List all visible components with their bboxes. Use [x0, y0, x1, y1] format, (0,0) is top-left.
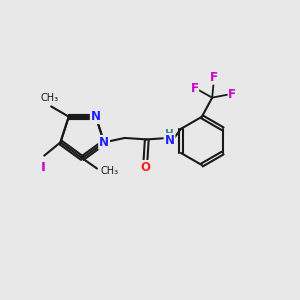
Text: N: N — [91, 110, 101, 123]
Text: CH₃: CH₃ — [40, 93, 59, 103]
Text: N: N — [164, 134, 175, 147]
Text: N: N — [99, 136, 109, 149]
Text: H: H — [165, 129, 174, 140]
Text: CH₃: CH₃ — [100, 167, 119, 176]
Text: F: F — [210, 71, 218, 84]
Text: I: I — [40, 161, 45, 174]
Text: F: F — [228, 88, 236, 101]
Text: F: F — [190, 82, 199, 95]
Text: O: O — [140, 161, 150, 174]
